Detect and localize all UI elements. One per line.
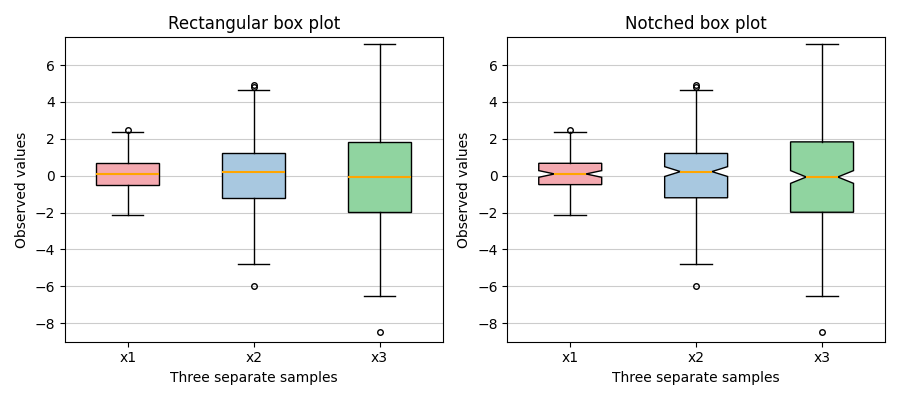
PathPatch shape bbox=[348, 142, 411, 212]
PathPatch shape bbox=[96, 163, 159, 185]
Y-axis label: Observed values: Observed values bbox=[15, 132, 29, 248]
X-axis label: Three separate samples: Three separate samples bbox=[170, 371, 338, 385]
PathPatch shape bbox=[665, 154, 727, 198]
Title: Notched box plot: Notched box plot bbox=[626, 15, 767, 33]
PathPatch shape bbox=[539, 163, 602, 185]
PathPatch shape bbox=[222, 154, 285, 198]
PathPatch shape bbox=[790, 142, 853, 212]
Title: Rectangular box plot: Rectangular box plot bbox=[167, 15, 340, 33]
Y-axis label: Observed values: Observed values bbox=[457, 132, 472, 248]
X-axis label: Three separate samples: Three separate samples bbox=[612, 371, 780, 385]
